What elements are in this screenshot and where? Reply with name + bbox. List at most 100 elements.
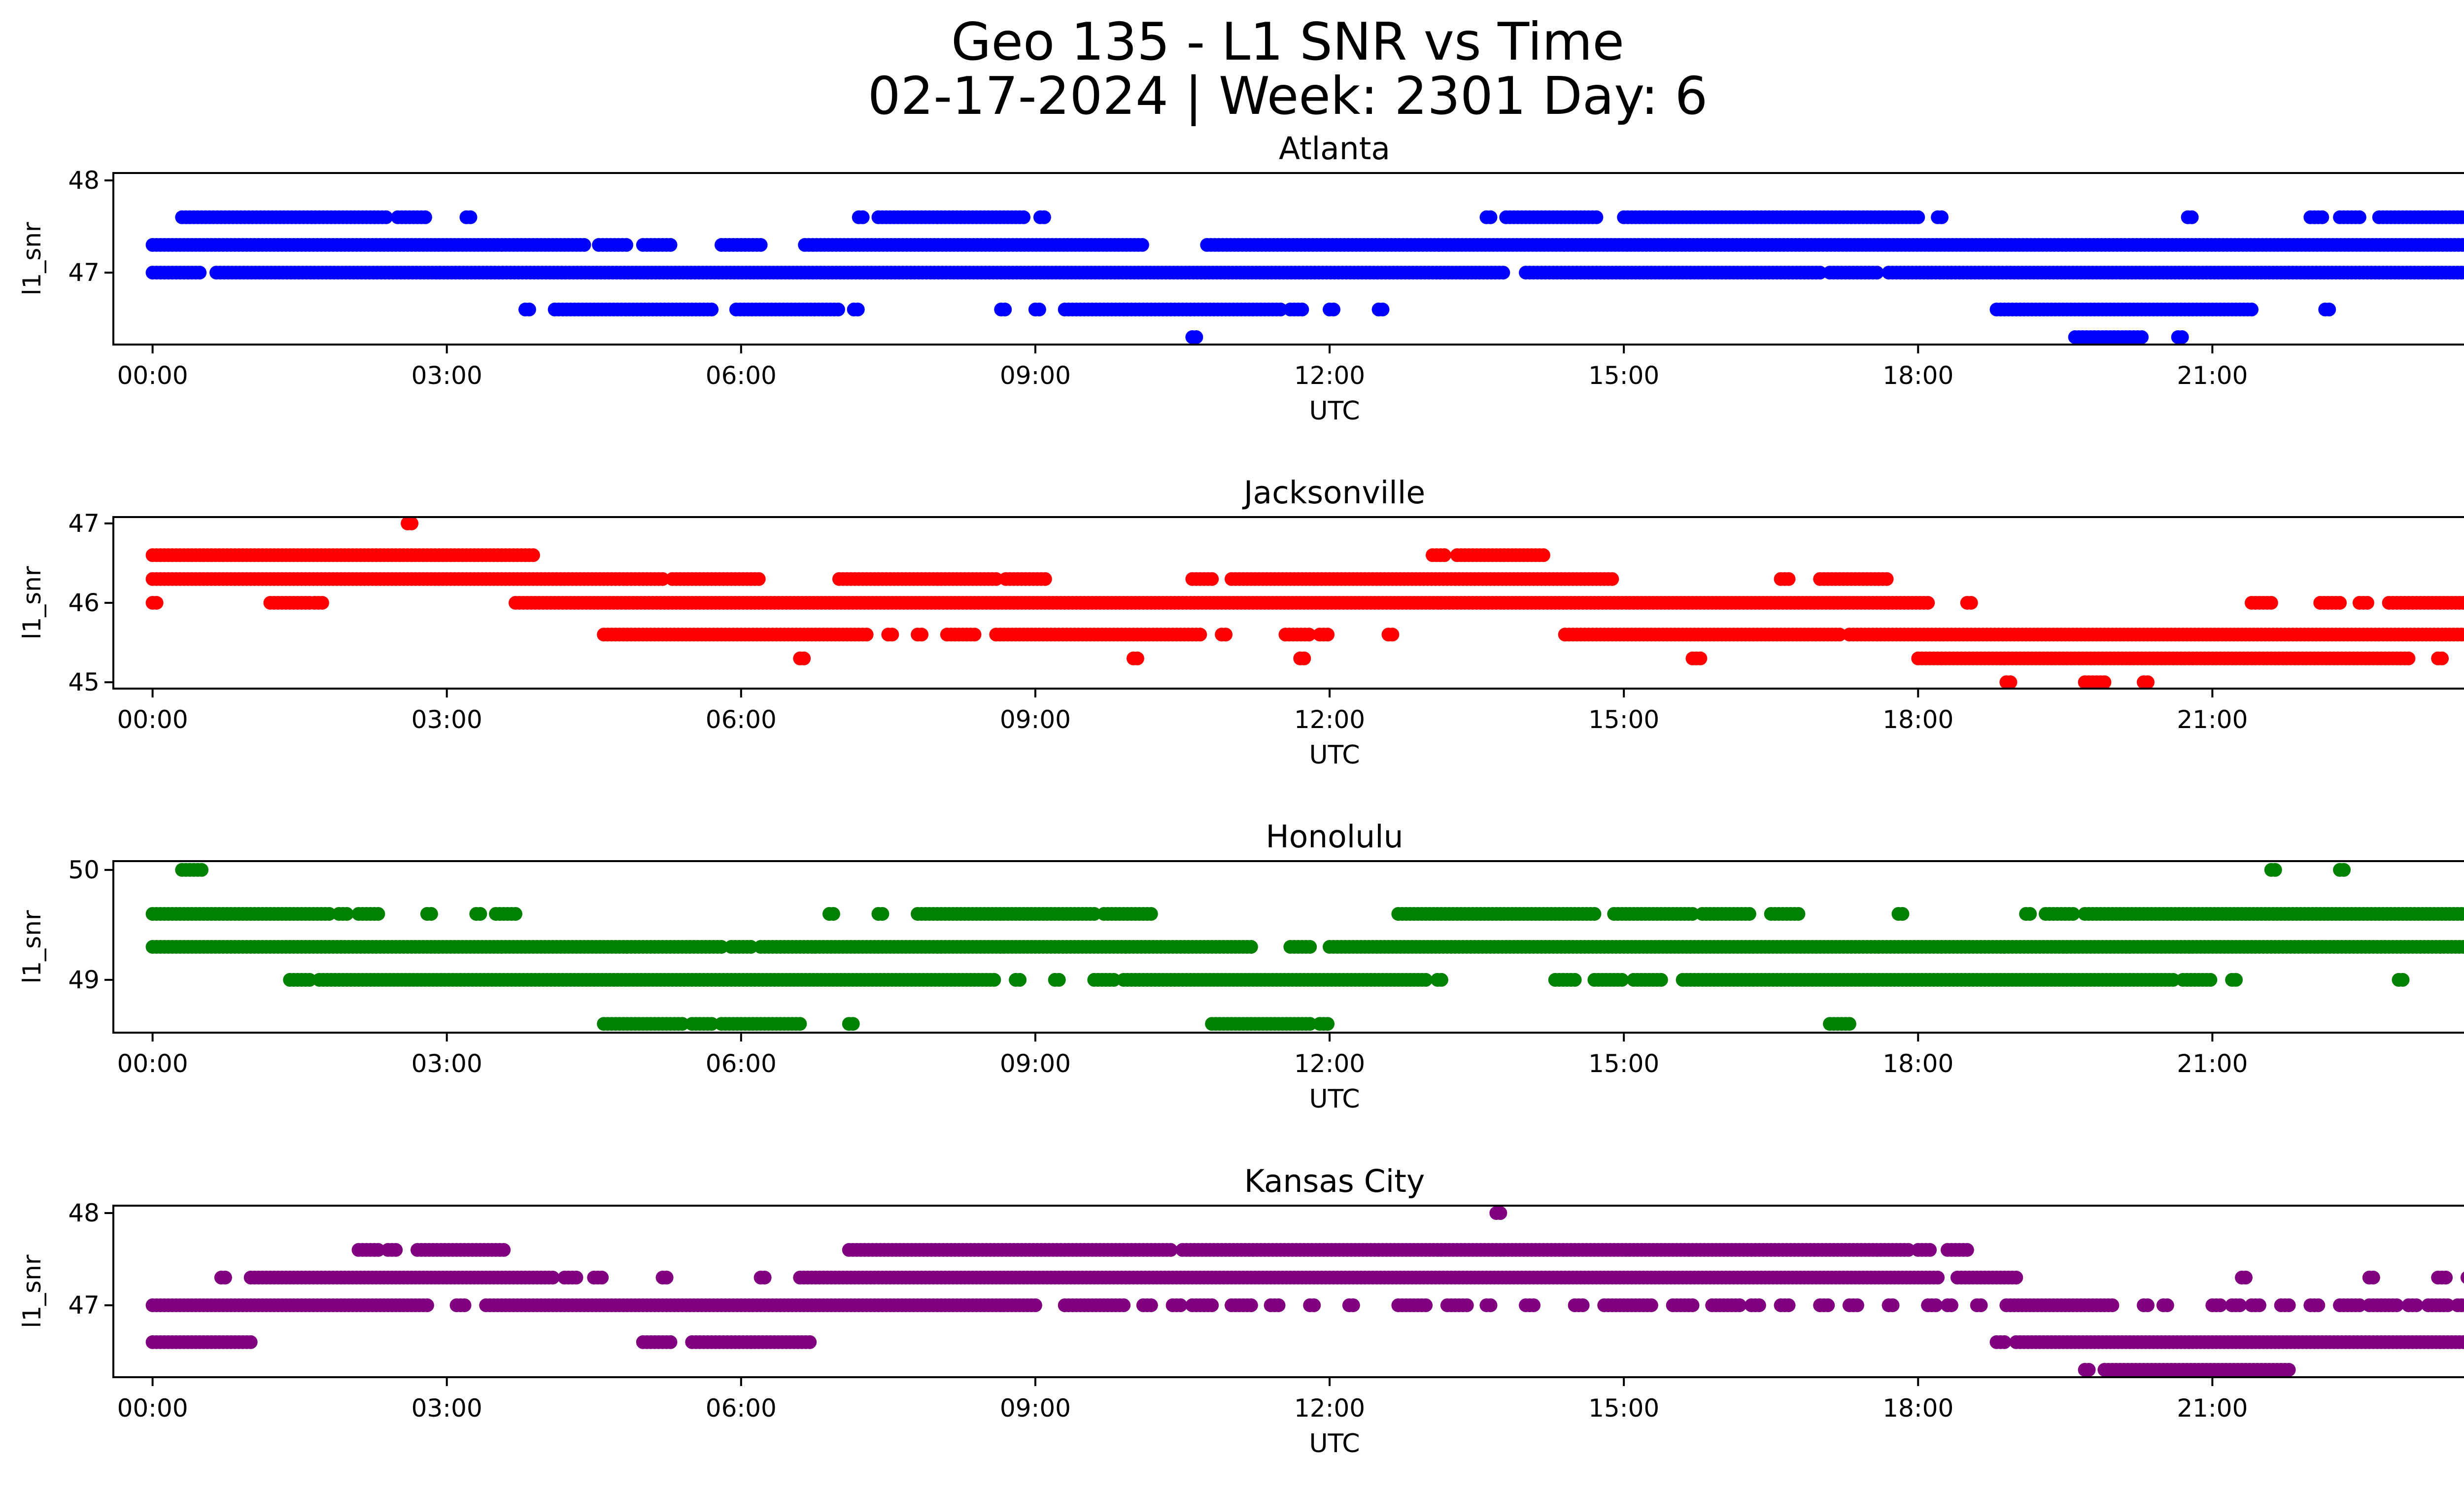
data-point xyxy=(1173,1298,1188,1313)
data-point xyxy=(522,302,536,316)
data-point xyxy=(1205,572,1219,586)
data-point xyxy=(1974,1298,1988,1313)
x-tick-label: 18:00 xyxy=(1882,1049,1953,1078)
data-point xyxy=(1189,330,1203,344)
data-point xyxy=(1032,302,1046,316)
data-point xyxy=(831,302,845,316)
data-point xyxy=(1587,907,1602,921)
subplot-title-kansas-city: Kansas City xyxy=(1244,1163,1425,1199)
x-tick-label: 00:00 xyxy=(117,705,188,734)
data-point xyxy=(2160,1298,2174,1313)
subplot-title-atlanta: Atlanta xyxy=(1279,131,1390,167)
data-point xyxy=(2333,596,2347,610)
data-point xyxy=(1781,572,1796,586)
x-tick-label: 09:00 xyxy=(1000,361,1071,390)
data-point xyxy=(2459,238,2464,252)
data-point xyxy=(1244,940,1258,954)
data-point xyxy=(1964,596,1978,610)
data-point xyxy=(2141,1298,2155,1313)
data-point xyxy=(1752,1298,1766,1313)
data-point xyxy=(2097,675,2112,690)
data-point xyxy=(1434,973,1448,987)
data-point xyxy=(1575,1298,1590,1313)
data-point xyxy=(1605,572,1619,586)
data-point xyxy=(340,907,354,921)
data-point xyxy=(2352,210,2366,224)
data-point xyxy=(1346,1298,1360,1313)
y-tick-label: 47 xyxy=(68,258,100,287)
data-point xyxy=(2175,330,2189,344)
data-point xyxy=(2460,596,2464,609)
data-point xyxy=(989,572,1003,586)
y-tick-label: 49 xyxy=(68,966,100,994)
data-point xyxy=(1205,1298,1219,1313)
data-point xyxy=(1307,1298,1321,1313)
data-point xyxy=(2268,863,2282,877)
data-point xyxy=(2462,212,2464,222)
data-point xyxy=(2401,651,2416,665)
data-point xyxy=(1144,907,1158,921)
x-tick-label: 06:00 xyxy=(706,361,777,390)
data-point xyxy=(1615,973,1629,987)
data-point xyxy=(1193,627,1207,642)
data-point xyxy=(2322,302,2336,316)
data-point xyxy=(1842,1017,1856,1031)
data-point xyxy=(2360,596,2374,610)
x-tick-label: 03:00 xyxy=(411,361,482,390)
series-kansas-city xyxy=(145,1206,2464,1377)
data-point xyxy=(2023,907,2037,921)
data-point xyxy=(1117,1298,1131,1313)
data-point xyxy=(1013,973,1027,987)
data-point xyxy=(2409,1298,2424,1313)
data-point xyxy=(473,907,487,921)
data-point xyxy=(1870,266,1884,280)
data-point xyxy=(1419,1298,1433,1313)
data-point xyxy=(2185,210,2199,224)
subplot-title-honolulu: Honolulu xyxy=(1266,819,1403,855)
data-point xyxy=(1568,973,1582,987)
data-point xyxy=(846,1017,860,1031)
data-point xyxy=(2105,1298,2120,1313)
x-tick-label: 12:00 xyxy=(1294,705,1365,734)
x-tick-label: 12:00 xyxy=(1294,1049,1365,1078)
x-tick-label: 18:00 xyxy=(1882,705,1953,734)
series-jacksonville xyxy=(145,516,2464,690)
data-point xyxy=(457,1298,472,1313)
series-honolulu xyxy=(145,863,2464,1031)
data-point xyxy=(1935,210,1949,224)
data-point xyxy=(1244,1298,1258,1313)
data-point xyxy=(193,266,207,280)
data-point xyxy=(1271,1298,1286,1313)
data-point xyxy=(424,907,438,921)
data-point xyxy=(663,238,678,252)
data-point xyxy=(1589,210,1604,224)
data-point xyxy=(1885,1298,1900,1313)
x-tick-label: 00:00 xyxy=(117,1049,188,1078)
figure-title-line2: 02-17-2024 | Week: 2301 Day: 6 xyxy=(867,66,1708,126)
x-tick-label: 03:00 xyxy=(411,705,482,734)
data-point xyxy=(1028,1298,1042,1313)
data-point xyxy=(705,302,719,316)
data-point xyxy=(1833,627,1847,642)
data-point xyxy=(2141,675,2155,690)
y-tick-label: 45 xyxy=(68,668,100,696)
x-tick-label: 15:00 xyxy=(1588,705,1659,734)
y-axis-label-atlanta: l1_snr xyxy=(18,222,46,295)
x-axis-label-atlanta: UTC xyxy=(1309,396,1360,426)
data-point xyxy=(1733,1298,1746,1313)
x-tick-label: 00:00 xyxy=(117,361,188,390)
data-point xyxy=(1895,907,1910,921)
data-point xyxy=(753,238,768,252)
data-point xyxy=(2066,907,2080,921)
data-point xyxy=(379,210,393,224)
x-tick-label: 15:00 xyxy=(1588,361,1659,390)
data-point xyxy=(1821,1298,1835,1313)
data-point xyxy=(405,516,419,530)
data-point xyxy=(851,302,865,316)
data-point xyxy=(1850,1298,1864,1313)
data-point xyxy=(315,596,329,610)
